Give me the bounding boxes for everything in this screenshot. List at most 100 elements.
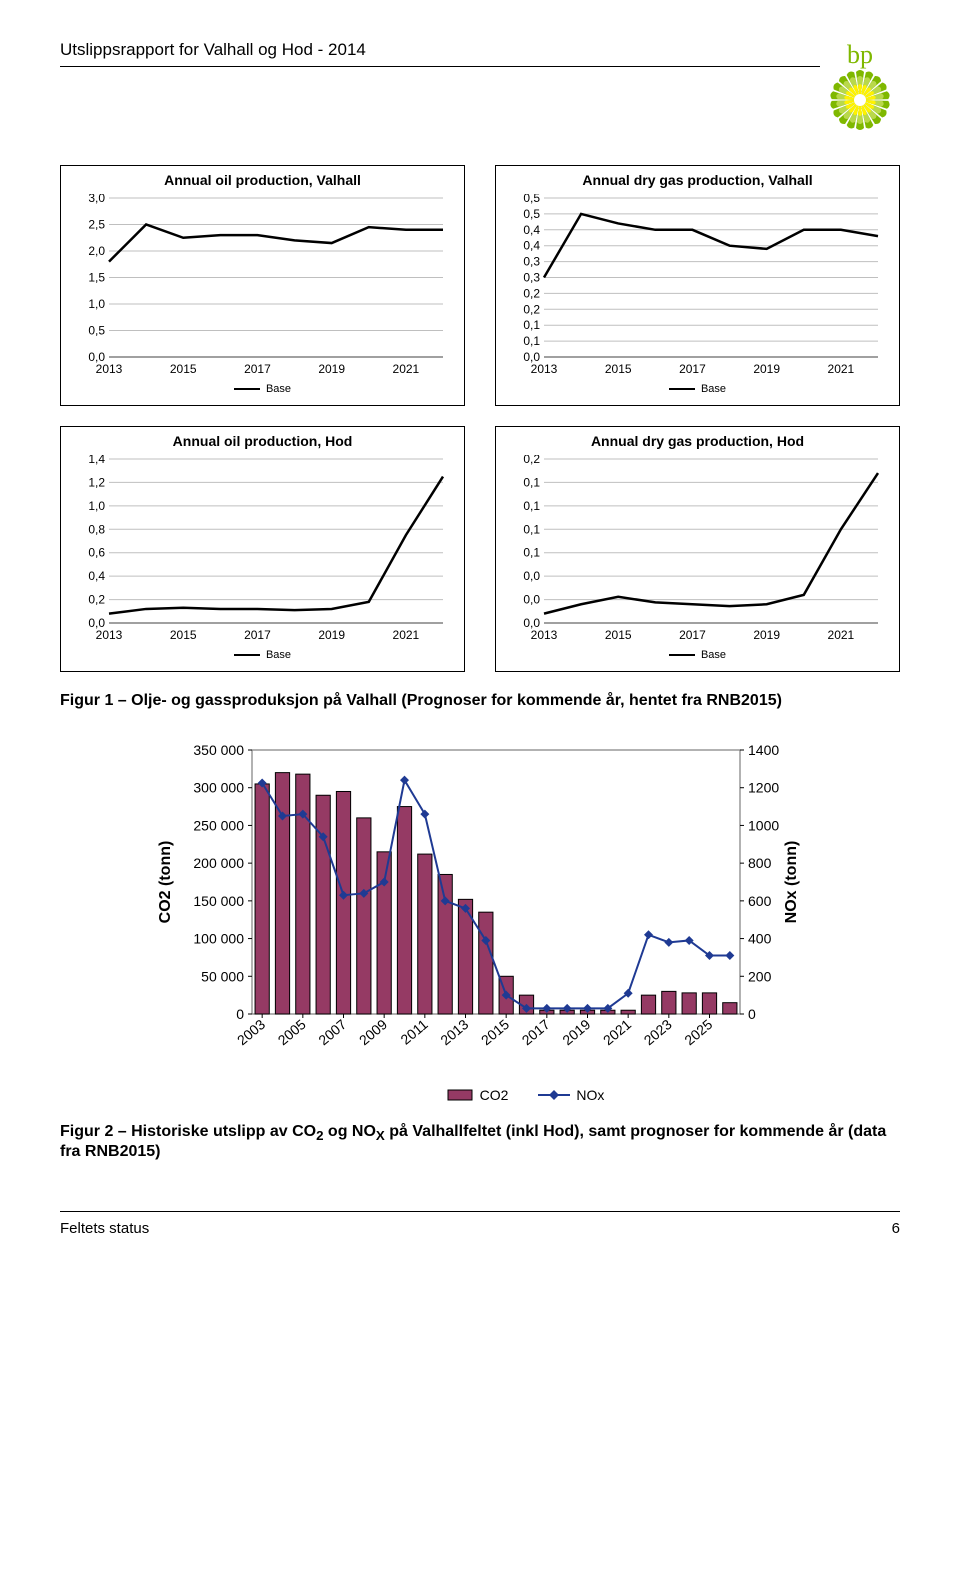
legend-swatch bbox=[669, 388, 695, 390]
svg-text:2009: 2009 bbox=[356, 1016, 390, 1048]
svg-text:2013: 2013 bbox=[96, 628, 123, 642]
svg-text:600: 600 bbox=[748, 893, 772, 909]
svg-text:0,3: 0,3 bbox=[523, 255, 540, 269]
svg-text:0,4: 0,4 bbox=[523, 239, 540, 253]
svg-text:0,4: 0,4 bbox=[88, 569, 105, 583]
svg-text:0,1: 0,1 bbox=[523, 499, 540, 513]
svg-text:2013: 2013 bbox=[437, 1016, 471, 1048]
svg-text:3,0: 3,0 bbox=[88, 194, 105, 205]
svg-text:0,6: 0,6 bbox=[88, 546, 105, 560]
chart-co2-nox: 0 50 000 100 000 150 000 200 000 250 000 300 0… bbox=[150, 740, 900, 1103]
svg-text:2015: 2015 bbox=[605, 362, 632, 376]
svg-text:0,0: 0,0 bbox=[523, 593, 540, 607]
svg-text:2017: 2017 bbox=[244, 628, 271, 642]
svg-text:2019: 2019 bbox=[753, 362, 780, 376]
bp-sunburst-icon bbox=[830, 70, 890, 130]
svg-text:250 000: 250 000 bbox=[193, 817, 244, 833]
svg-text:50 000: 50 000 bbox=[201, 968, 244, 984]
svg-text:2,0: 2,0 bbox=[88, 244, 105, 258]
caption2-text: Figur 2 – Historiske utslipp av CO bbox=[60, 1123, 316, 1140]
svg-text:2013: 2013 bbox=[96, 362, 123, 376]
svg-text:2015: 2015 bbox=[170, 628, 197, 642]
svg-text:NOx (tonn): NOx (tonn) bbox=[783, 841, 800, 924]
svg-text:200 000: 200 000 bbox=[193, 855, 244, 871]
legend-swatch bbox=[234, 388, 260, 390]
figure-1-caption: Figur 1 – Olje- og gassproduksjon på Val… bbox=[60, 692, 900, 710]
svg-text:2021: 2021 bbox=[393, 362, 420, 376]
svg-text:1200: 1200 bbox=[748, 780, 779, 796]
svg-text:0,8: 0,8 bbox=[88, 522, 105, 536]
legend-nox: NOx bbox=[538, 1087, 604, 1103]
svg-text:0,5: 0,5 bbox=[523, 207, 540, 221]
bp-logo: bp bbox=[820, 40, 900, 135]
footer-page: 6 bbox=[892, 1220, 900, 1237]
chart-oil-hod: Annual oil production, Hod 0,00,20,40,60… bbox=[60, 426, 465, 672]
svg-text:0,2: 0,2 bbox=[523, 286, 540, 300]
svg-text:2021: 2021 bbox=[828, 362, 855, 376]
caption2-text: og NO bbox=[323, 1123, 375, 1140]
svg-text:0,1: 0,1 bbox=[523, 522, 540, 536]
legend-label: Base bbox=[266, 649, 291, 661]
svg-text:2007: 2007 bbox=[315, 1016, 349, 1048]
svg-text:1,0: 1,0 bbox=[88, 499, 105, 513]
svg-text:2017: 2017 bbox=[679, 362, 706, 376]
svg-text:2019: 2019 bbox=[753, 628, 780, 642]
svg-text:2017: 2017 bbox=[519, 1016, 553, 1048]
bp-logo-text: bp bbox=[820, 40, 900, 70]
svg-text:800: 800 bbox=[748, 855, 772, 871]
chart-title: Annual dry gas production, Hod bbox=[506, 433, 889, 449]
svg-text:2019: 2019 bbox=[318, 628, 345, 642]
svg-text:0,1: 0,1 bbox=[523, 546, 540, 560]
svg-text:2011: 2011 bbox=[397, 1016, 431, 1048]
svg-text:2023: 2023 bbox=[641, 1016, 675, 1048]
svg-text:0,2: 0,2 bbox=[88, 593, 105, 607]
legend-label: Base bbox=[701, 383, 726, 395]
svg-text:1,4: 1,4 bbox=[88, 455, 105, 466]
svg-text:0,1: 0,1 bbox=[523, 334, 540, 348]
legend-swatch bbox=[234, 654, 260, 656]
footer-left: Feltets status bbox=[60, 1220, 149, 1237]
svg-text:0,2: 0,2 bbox=[523, 302, 540, 316]
legend-nox-label: NOx bbox=[576, 1087, 604, 1103]
figure-2-caption: Figur 2 – Historiske utslipp av CO2 og N… bbox=[60, 1123, 900, 1161]
svg-text:0,5: 0,5 bbox=[88, 324, 105, 338]
chart-gas-valhall: Annual dry gas production, Valhall 0,00,… bbox=[495, 165, 900, 406]
svg-text:2019: 2019 bbox=[318, 362, 345, 376]
svg-text:0,2: 0,2 bbox=[523, 455, 540, 466]
svg-text:1,5: 1,5 bbox=[88, 271, 105, 285]
svg-text:200: 200 bbox=[748, 968, 772, 984]
svg-text:0,3: 0,3 bbox=[523, 271, 540, 285]
svg-text:CO2 (tonn): CO2 (tonn) bbox=[157, 841, 174, 924]
legend-label: Base bbox=[266, 383, 291, 395]
chart-title: Annual oil production, Hod bbox=[71, 433, 454, 449]
legend-swatch bbox=[669, 654, 695, 656]
svg-text:1,0: 1,0 bbox=[88, 297, 105, 311]
chart-gas-hod: Annual dry gas production, Hod 0,00,00,0… bbox=[495, 426, 900, 672]
svg-text:0,4: 0,4 bbox=[523, 223, 540, 237]
svg-text:2017: 2017 bbox=[679, 628, 706, 642]
title-underline bbox=[60, 66, 820, 67]
svg-text:0: 0 bbox=[748, 1006, 756, 1022]
svg-text:2021: 2021 bbox=[600, 1016, 634, 1048]
svg-text:350 000: 350 000 bbox=[193, 742, 244, 758]
svg-text:2021: 2021 bbox=[828, 628, 855, 642]
svg-text:2005: 2005 bbox=[275, 1016, 309, 1048]
svg-text:300 000: 300 000 bbox=[193, 780, 244, 796]
svg-text:2013: 2013 bbox=[531, 628, 558, 642]
svg-text:2013: 2013 bbox=[531, 362, 558, 376]
svg-text:400: 400 bbox=[748, 931, 772, 947]
svg-text:2,5: 2,5 bbox=[88, 218, 105, 232]
svg-text:100 000: 100 000 bbox=[193, 931, 244, 947]
svg-text:0,1: 0,1 bbox=[523, 475, 540, 489]
svg-text:2015: 2015 bbox=[478, 1016, 512, 1048]
svg-text:2019: 2019 bbox=[559, 1016, 593, 1048]
chart-oil-valhall: Annual oil production, Valhall 0,00,51,0… bbox=[60, 165, 465, 406]
svg-text:1,2: 1,2 bbox=[88, 475, 105, 489]
svg-text:2025: 2025 bbox=[681, 1016, 715, 1048]
svg-text:1000: 1000 bbox=[748, 817, 779, 833]
svg-text:2017: 2017 bbox=[244, 362, 271, 376]
svg-text:1400: 1400 bbox=[748, 742, 779, 758]
svg-text:150 000: 150 000 bbox=[193, 893, 244, 909]
chart-title: Annual oil production, Valhall bbox=[71, 172, 454, 188]
svg-text:0,1: 0,1 bbox=[523, 318, 540, 332]
